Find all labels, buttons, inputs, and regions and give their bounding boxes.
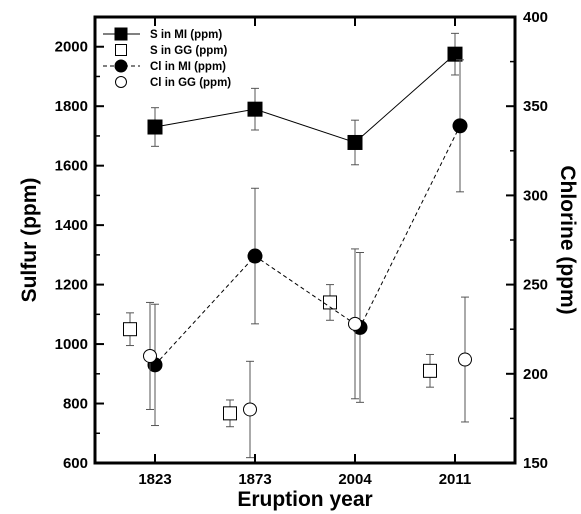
y-left-tick-label: 800 (63, 396, 88, 413)
data-point-s-in-mi-ppm (247, 101, 263, 117)
data-point-cl-in-gg-ppm (143, 348, 157, 363)
x-tick-label: 1823 (138, 471, 171, 488)
legend-marker-cl-in-mi-ppm (114, 59, 128, 73)
data-point-cl-in-gg-ppm (458, 352, 472, 367)
y-left-tick-label: 1000 (55, 336, 88, 353)
data-point-s-in-gg-ppm (423, 363, 437, 378)
legend-label-s-in-gg-ppm: S in GG (ppm) (150, 45, 227, 57)
x-tick-label: 2004 (338, 471, 372, 488)
data-point-s-in-mi-ppm (347, 134, 363, 150)
legend-label-cl-in-gg-ppm: Cl in GG (ppm) (150, 77, 231, 89)
legend-label-s-in-mi-ppm: S in MI (ppm) (150, 29, 222, 41)
y-left-tick-label: 1800 (55, 98, 88, 115)
series-line-s-in-mi-ppm (154, 53, 456, 144)
data-point-s-in-gg-ppm (323, 295, 337, 310)
legend-label-cl-in-mi-ppm: Cl in MI (ppm) (150, 61, 226, 73)
y-right-tick-label: 150 (523, 455, 548, 472)
y-left-tick-label: 1200 (55, 277, 88, 294)
y-axis-title-right: Chlorine (ppm) (556, 165, 579, 314)
data-point-cl-in-mi-ppm (247, 248, 263, 264)
x-tick-label: 1873 (238, 471, 271, 488)
x-axis-title: Eruption year (237, 488, 372, 511)
data-point-cl-in-gg-ppm (348, 316, 362, 331)
y-left-tick-label: 1600 (55, 158, 88, 175)
series-layer (123, 32, 472, 459)
legend-marker-s-in-gg-ppm (115, 44, 127, 56)
data-point-s-in-mi-ppm (147, 119, 163, 135)
y-right-tick-label: 350 (523, 98, 548, 115)
y-left-tick-label: 1400 (55, 217, 88, 234)
y-right-tick-label: 200 (523, 366, 548, 383)
y-right-tick-label: 400 (523, 9, 548, 26)
y-right-tick-label: 250 (523, 277, 548, 294)
y-right-tick-label: 300 (523, 187, 548, 204)
data-point-cl-in-gg-ppm (243, 402, 257, 417)
legend: S in MI (ppm) S in GG (ppm) Cl in MI (ppm)… (103, 27, 231, 89)
y-axis-title-left: Sulfur (ppm) (18, 178, 41, 303)
y-left-tick-label: 2000 (55, 39, 88, 56)
legend-marker-cl-in-gg-ppm (115, 76, 127, 88)
data-point-s-in-gg-ppm (223, 406, 237, 421)
x-tick-label: 2011 (439, 471, 472, 488)
data-point-s-in-gg-ppm (123, 322, 137, 337)
y-left-tick-label: 600 (63, 455, 88, 472)
data-point-s-in-mi-ppm (447, 46, 463, 62)
series-line-cl-in-mi-ppm (154, 125, 461, 366)
tick-marks (95, 16, 515, 464)
legend-marker-s-in-mi-ppm (114, 27, 128, 41)
data-point-cl-in-mi-ppm (452, 118, 468, 134)
